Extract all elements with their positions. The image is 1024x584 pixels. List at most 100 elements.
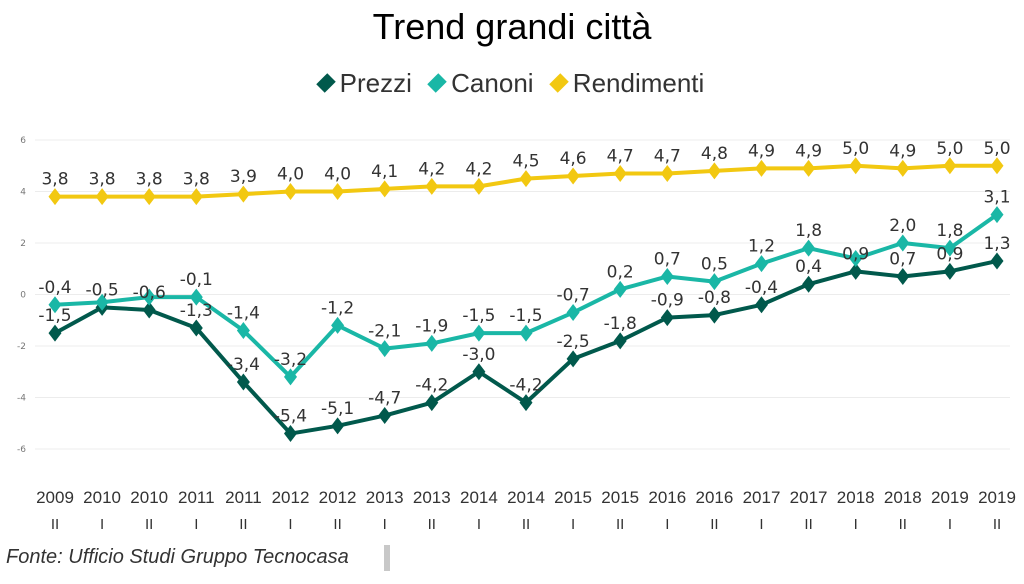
data-point[interactable] (613, 280, 627, 298)
data-point[interactable] (990, 206, 1004, 224)
data-point[interactable] (425, 334, 439, 352)
x-tick-year: 2010 (130, 488, 168, 507)
data-point[interactable] (707, 162, 721, 180)
data-point[interactable] (849, 249, 863, 267)
y-tick-label: 6 (20, 136, 26, 146)
data-point[interactable] (236, 322, 250, 340)
data-point[interactable] (755, 255, 768, 273)
data-point[interactable] (472, 177, 486, 195)
legend-item-rendimenti[interactable]: Rendimenti (549, 68, 704, 99)
data-label: -5,1 (321, 399, 354, 419)
data-point[interactable] (802, 239, 816, 257)
data-label: -0,8 (698, 288, 731, 308)
data-point[interactable] (896, 267, 910, 285)
data-point[interactable] (142, 288, 156, 306)
legend-item-prezzi[interactable]: Prezzi (315, 68, 412, 99)
data-point[interactable] (519, 170, 533, 188)
data-point[interactable] (284, 368, 297, 386)
data-point[interactable] (331, 417, 345, 435)
data-label: -0,1 (180, 270, 213, 290)
data-label: -3,0 (462, 345, 495, 365)
data-point[interactable] (378, 340, 392, 358)
data-point[interactable] (896, 234, 910, 252)
data-point[interactable] (613, 332, 627, 350)
data-label: 4,7 (654, 146, 681, 166)
data-point[interactable] (189, 319, 203, 337)
legend: Prezzi Canoni Rendimenti (0, 68, 1024, 99)
x-tick-year: 2014 (460, 488, 498, 507)
y-tick-label: 0 (20, 291, 26, 301)
data-point[interactable] (48, 296, 62, 314)
data-label: 4,0 (324, 165, 351, 185)
data-label: -3,4 (227, 355, 260, 375)
data-point[interactable] (943, 262, 957, 280)
data-point[interactable] (236, 373, 250, 391)
data-point[interactable] (990, 252, 1004, 270)
data-point[interactable] (48, 188, 62, 206)
data-point[interactable] (755, 296, 768, 314)
series-rendimenti (48, 157, 1004, 206)
data-point[interactable] (802, 275, 816, 293)
x-tick-year: 2011 (178, 488, 215, 507)
data-point[interactable] (142, 301, 156, 319)
data-point[interactable] (943, 157, 957, 175)
data-point[interactable] (707, 306, 721, 324)
data-point[interactable] (943, 239, 957, 257)
data-point[interactable] (566, 167, 580, 185)
data-point[interactable] (331, 183, 345, 200)
data-point[interactable] (331, 316, 345, 334)
data-point[interactable] (802, 159, 816, 177)
data-point[interactable] (566, 350, 580, 368)
data-point[interactable] (519, 394, 533, 412)
data-point[interactable] (755, 159, 768, 177)
data-point[interactable] (896, 159, 910, 177)
data-point[interactable] (660, 164, 674, 182)
data-label: 5,0 (983, 139, 1010, 159)
data-point[interactable] (284, 425, 297, 443)
data-label: 3,8 (41, 170, 68, 190)
data-point[interactable] (236, 185, 250, 203)
x-tick-year: 2017 (743, 488, 781, 507)
data-point[interactable] (660, 267, 674, 285)
data-label: 4,7 (607, 146, 634, 166)
data-label: -0,4 (38, 278, 71, 298)
data-point[interactable] (378, 180, 392, 198)
data-point[interactable] (660, 309, 674, 327)
x-tick-year: 2010 (83, 488, 121, 507)
data-point[interactable] (142, 188, 156, 206)
legend-label: Prezzi (339, 68, 412, 98)
data-label: 5,0 (842, 139, 869, 159)
legend-item-canoni[interactable]: Canoni (427, 68, 534, 99)
data-point[interactable] (425, 177, 439, 195)
x-tick-half: II (239, 516, 247, 533)
scroll-handle[interactable] (384, 545, 390, 571)
data-point[interactable] (189, 188, 203, 206)
x-tick-year: 2012 (272, 488, 310, 507)
y-tick-label: 2 (20, 239, 26, 249)
data-point[interactable] (849, 262, 863, 280)
data-label: 1,2 (748, 237, 775, 257)
data-point[interactable] (472, 363, 486, 381)
data-point[interactable] (990, 157, 1004, 175)
data-label: -1,8 (604, 314, 637, 334)
data-label: 3,8 (183, 170, 210, 190)
data-point[interactable] (95, 293, 109, 311)
x-tick-half: I (571, 516, 575, 533)
data-point[interactable] (849, 157, 863, 175)
series-canoni (48, 206, 1004, 386)
data-point[interactable] (707, 273, 721, 291)
data-point[interactable] (425, 394, 439, 412)
x-tick-half: II (428, 516, 436, 533)
data-point[interactable] (284, 183, 297, 200)
data-point[interactable] (613, 164, 627, 182)
data-point[interactable] (95, 188, 109, 206)
data-point[interactable] (566, 304, 580, 322)
data-point[interactable] (472, 324, 486, 342)
data-label: 0,2 (607, 262, 634, 282)
data-point[interactable] (519, 324, 533, 342)
data-point[interactable] (189, 288, 203, 306)
data-label: 0,9 (936, 244, 963, 264)
data-point[interactable] (378, 407, 392, 425)
data-point[interactable] (48, 324, 62, 342)
x-tick-year: 2018 (837, 488, 875, 507)
